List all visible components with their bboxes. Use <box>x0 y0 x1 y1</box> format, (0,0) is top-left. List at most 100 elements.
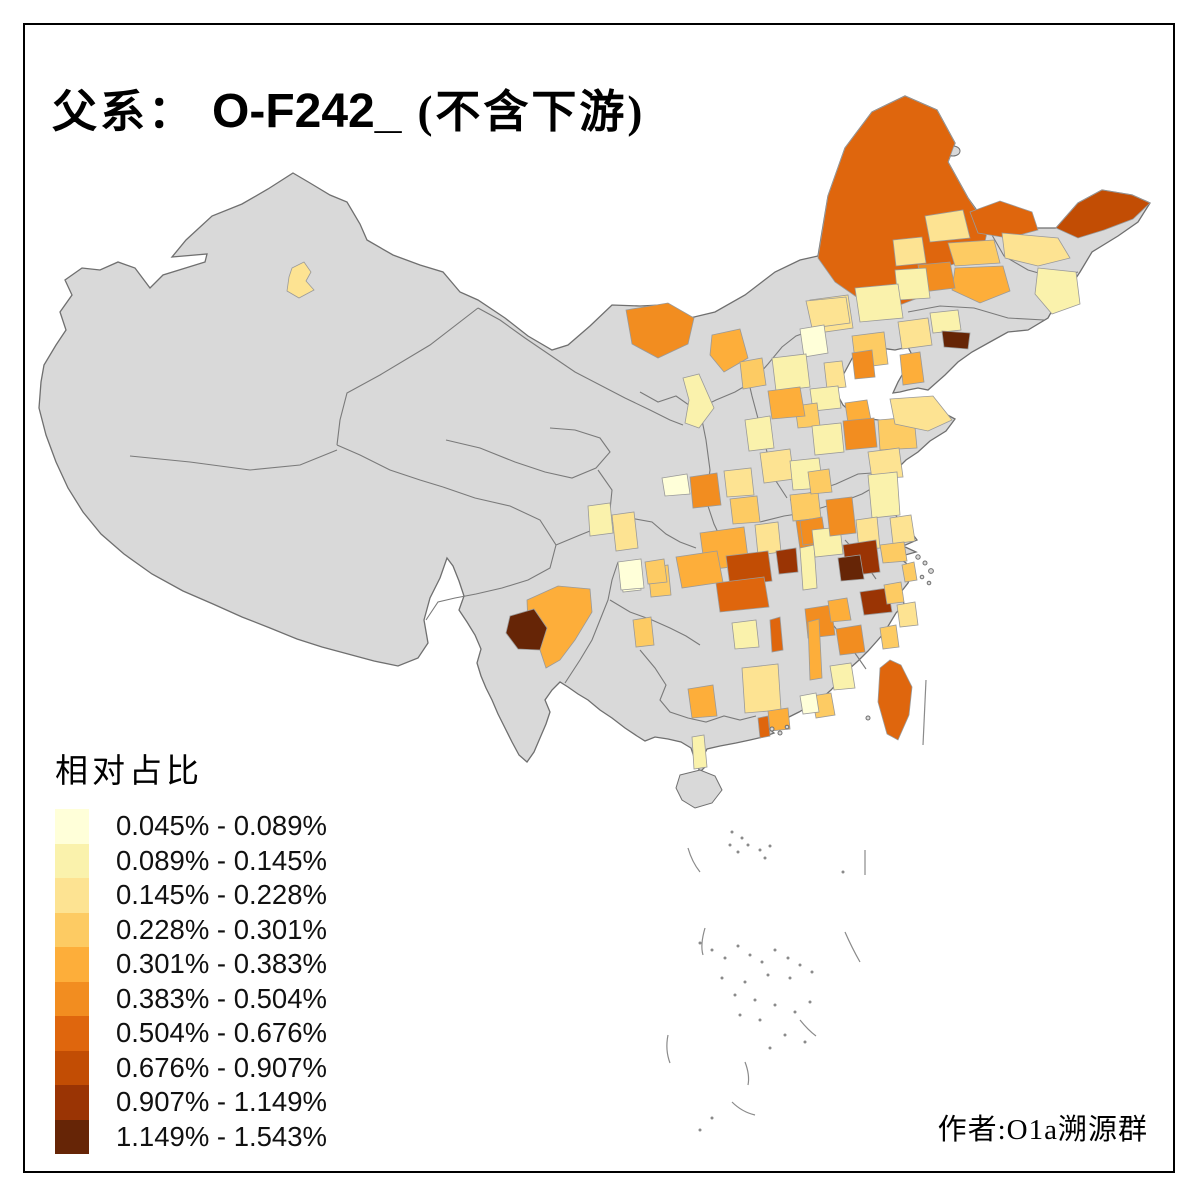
region-chengde <box>805 296 851 329</box>
region-shaoxing <box>883 581 905 605</box>
region-tongliao <box>854 283 904 323</box>
region-deyang <box>644 558 668 585</box>
legend-row: 0.228% - 0.301% <box>55 912 327 947</box>
region-qinhuangdao <box>851 349 876 380</box>
region-yingkou <box>899 351 925 386</box>
region-sanmenxia <box>661 473 691 497</box>
hainan-island <box>675 769 723 809</box>
region-baicheng <box>892 236 927 267</box>
region-guilin <box>687 684 718 719</box>
mainland-landmass <box>38 95 1151 774</box>
china-mainland-outline <box>38 95 1151 774</box>
region-taiyuan <box>759 448 795 484</box>
legend: 相对占比 0.045% - 0.089% 0.089% - 0.145% 0.145… <box>55 744 327 1154</box>
no-data-islands <box>675 554 934 809</box>
legend-label: 0.045% - 0.089% <box>116 810 327 842</box>
legend-label: 0.145% - 0.228% <box>116 879 327 911</box>
legend-row: 0.676% - 0.907% <box>55 1050 327 1085</box>
legend-swatch <box>55 878 89 913</box>
region-shihezi <box>286 261 315 299</box>
region-shangrao <box>835 624 866 656</box>
region-fuzhou <box>829 662 856 691</box>
legend-row: 0.907% - 1.149% <box>55 1085 327 1120</box>
region-zigong <box>632 616 655 648</box>
legend-swatch <box>55 1016 89 1051</box>
region-ningbo <box>901 561 918 583</box>
choropleth-regions <box>286 95 1151 770</box>
legend-label: 0.089% - 0.145% <box>116 844 327 876</box>
region-changzhi <box>789 491 822 522</box>
legend-swatch <box>55 912 89 947</box>
legend-label: 1.149% - 1.543% <box>116 1120 327 1152</box>
region-chenzhou <box>731 619 760 650</box>
region-xuzhou <box>807 468 833 495</box>
region-wenzhou <box>879 624 900 650</box>
region-foshan <box>767 707 791 732</box>
legend-rows: 0.045% - 0.089% 0.089% - 0.145% 0.145% - 0… <box>55 809 327 1154</box>
region-nantong <box>889 514 916 545</box>
penghu-islands <box>865 715 871 721</box>
region-taiwan <box>877 659 913 741</box>
legend-swatch <box>55 981 89 1016</box>
region-dali <box>505 608 548 651</box>
region-fuyuan <box>1055 189 1151 239</box>
title-qualifier: (不含下游) <box>417 87 646 138</box>
region-nanping <box>807 618 823 681</box>
legend-swatch <box>55 1085 89 1120</box>
title-haplogroup: O-F242_ <box>212 85 402 139</box>
region-leizhou <box>691 734 708 770</box>
region-xuchang <box>729 495 761 525</box>
legend-label: 0.907% - 1.149% <box>116 1086 327 1118</box>
region-datong <box>739 357 767 390</box>
legend-swatch <box>55 1119 89 1154</box>
region-yancheng <box>867 471 901 519</box>
region-lanzhou <box>587 502 614 537</box>
title-family-line-label: 父系： <box>52 87 197 138</box>
legend-row: 0.504% - 0.676% <box>55 1016 327 1051</box>
region-meizhou <box>799 692 820 715</box>
legend-swatch <box>55 1050 89 1085</box>
pearl-delta-islands <box>769 726 775 732</box>
region-zhangjiakou <box>709 328 749 373</box>
region-taizhou <box>896 601 919 628</box>
region-jinhua <box>859 587 893 616</box>
region-zibo <box>842 417 878 451</box>
legend-label: 0.383% - 0.504% <box>116 982 327 1014</box>
attribution: 作者:O1a溯源群 <box>937 1114 1148 1146</box>
zhoushan-islands <box>915 554 921 560</box>
region-luoyang <box>689 472 722 509</box>
region-huzhou <box>837 554 865 582</box>
legend-row: 0.145% - 0.228% <box>55 878 327 913</box>
region-tianjin <box>823 360 847 390</box>
legend-row: 0.383% - 0.504% <box>55 981 327 1016</box>
legend-title: 相对占比 <box>55 754 203 790</box>
island-specks <box>698 830 845 1132</box>
region-harbin <box>947 239 1001 267</box>
legend-label: 0.301% - 0.383% <box>116 948 327 980</box>
region-chuzhou <box>825 496 857 537</box>
legend-label: 0.504% - 0.676% <box>116 1017 327 1049</box>
region-beijing <box>799 324 829 358</box>
legend-swatch <box>55 843 89 878</box>
region-jingzhou <box>775 547 799 575</box>
legend-row: 0.301% - 0.383% <box>55 947 327 982</box>
region-huanggang <box>799 544 818 591</box>
legend-label: 0.228% - 0.301% <box>116 913 327 945</box>
region-suihua <box>924 209 971 243</box>
region-chengdu <box>617 558 645 591</box>
region-dandong <box>941 330 971 350</box>
region-shenyang <box>897 317 933 350</box>
region-shijiazhuang <box>767 386 806 420</box>
region-chongqing <box>675 550 724 589</box>
region-mudanjiang <box>1001 232 1071 267</box>
legend-row: 1.149% - 1.543% <box>55 1119 327 1154</box>
south-china-sea-islands <box>666 679 927 1132</box>
region-jiangmen <box>757 715 771 739</box>
region-ganzhou <box>769 616 784 653</box>
legend-label: 0.676% - 0.907% <box>116 1051 327 1083</box>
region-suzhou <box>879 541 908 564</box>
page-title: 父系： O-F242_ (不含下游) <box>52 75 645 140</box>
legend-row: 0.045% - 0.089% <box>55 809 327 844</box>
region-yantai <box>889 395 953 432</box>
